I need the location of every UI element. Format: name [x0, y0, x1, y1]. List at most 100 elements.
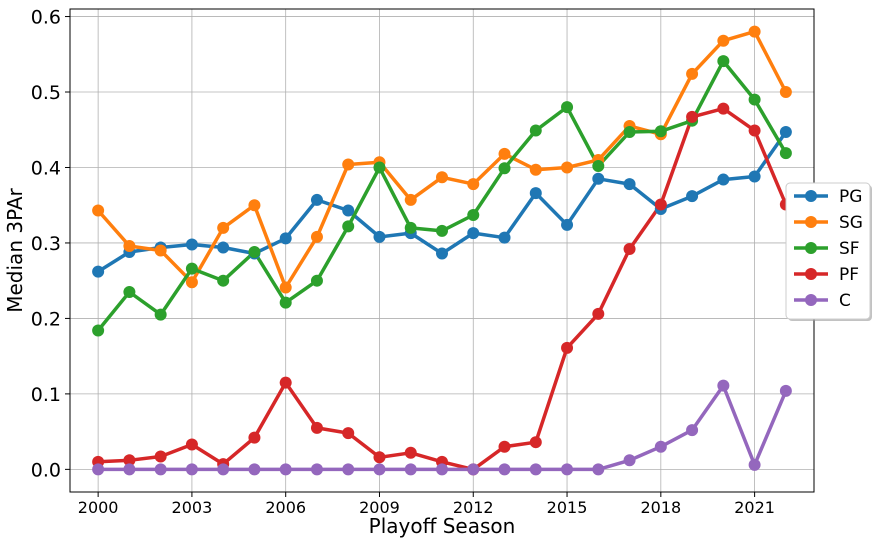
data-point [310, 463, 323, 476]
legend-label: SF [839, 239, 860, 259]
data-point [592, 159, 605, 172]
x-tick-label: 2009 [359, 498, 400, 517]
data-point [686, 424, 699, 437]
legend-label: PF [839, 265, 859, 285]
x-tick-label: 2006 [265, 498, 306, 517]
data-point [185, 438, 198, 451]
x-tick-label: 2000 [78, 498, 119, 517]
y-tick-label: 0.2 [31, 308, 61, 330]
data-point [404, 193, 417, 206]
data-point [123, 286, 136, 299]
legend-marker [805, 216, 817, 228]
data-point [779, 147, 792, 160]
data-point [217, 463, 230, 476]
data-point [779, 384, 792, 397]
data-point [154, 463, 167, 476]
data-point [686, 67, 699, 80]
y-tick-label: 0.3 [31, 233, 61, 255]
data-point [217, 241, 230, 254]
data-point [310, 230, 323, 243]
data-point [467, 178, 480, 191]
data-point [185, 238, 198, 251]
data-point [717, 173, 730, 186]
data-point [404, 463, 417, 476]
x-tick-label: 2018 [640, 498, 681, 517]
data-point [748, 458, 761, 471]
data-point [279, 281, 292, 294]
data-point [342, 220, 355, 233]
legend-item-c: C [794, 291, 851, 311]
data-point [592, 307, 605, 320]
data-point [623, 178, 636, 191]
data-point [498, 147, 511, 160]
data-point [748, 124, 761, 137]
data-point [154, 450, 167, 463]
data-point [498, 440, 511, 453]
data-point [748, 93, 761, 106]
data-point [404, 221, 417, 234]
data-point [92, 204, 105, 217]
data-point [373, 451, 386, 464]
data-point [123, 454, 136, 467]
data-point [248, 463, 261, 476]
data-point [185, 463, 198, 476]
data-point [529, 124, 542, 137]
data-point [561, 218, 574, 231]
data-point [779, 126, 792, 139]
data-point [342, 463, 355, 476]
data-point [717, 55, 730, 68]
data-point [310, 193, 323, 206]
data-point [529, 187, 542, 200]
data-point [654, 440, 667, 453]
data-point [467, 209, 480, 222]
data-point [436, 463, 448, 476]
data-point [467, 227, 480, 240]
data-point [92, 463, 105, 476]
data-point [185, 276, 198, 289]
data-point [623, 126, 636, 139]
legend-box [785, 182, 871, 320]
data-point [373, 463, 386, 476]
data-point [529, 163, 542, 176]
x-tick-label: 2015 [547, 498, 588, 517]
legend-marker [805, 190, 817, 202]
data-point [654, 125, 667, 138]
x-tick-label: 2003 [172, 498, 213, 517]
legend-item-pg: PG [794, 187, 862, 207]
data-point [467, 463, 480, 476]
data-point [436, 224, 448, 237]
data-point [342, 427, 355, 440]
data-point [279, 296, 292, 309]
y-tick-label: 0.0 [31, 459, 61, 481]
x-axis-title: Playoff Season [369, 514, 516, 538]
data-point [342, 204, 355, 217]
legend: PG SG SF PF C [785, 182, 872, 321]
y-tick-label: 0.4 [31, 157, 61, 179]
legend-marker [805, 268, 817, 280]
data-point [529, 436, 542, 449]
data-point [404, 446, 417, 459]
data-point [561, 341, 574, 354]
data-point [248, 431, 261, 444]
data-point [248, 199, 261, 212]
data-point [279, 376, 292, 389]
data-point [498, 231, 511, 244]
data-point [217, 221, 230, 234]
data-point [373, 161, 386, 174]
data-point [717, 102, 730, 115]
data-point [310, 274, 323, 287]
data-point [279, 463, 292, 476]
series-markers-c [92, 379, 792, 476]
series-markers-pg [92, 126, 792, 278]
data-point [717, 34, 730, 47]
data-point [529, 463, 542, 476]
legend-item-sg: SG [794, 213, 863, 233]
data-point [561, 463, 574, 476]
data-point [123, 463, 136, 476]
data-point [248, 246, 261, 259]
data-point [92, 265, 105, 278]
data-point [592, 172, 605, 185]
legend-marker [805, 242, 817, 254]
